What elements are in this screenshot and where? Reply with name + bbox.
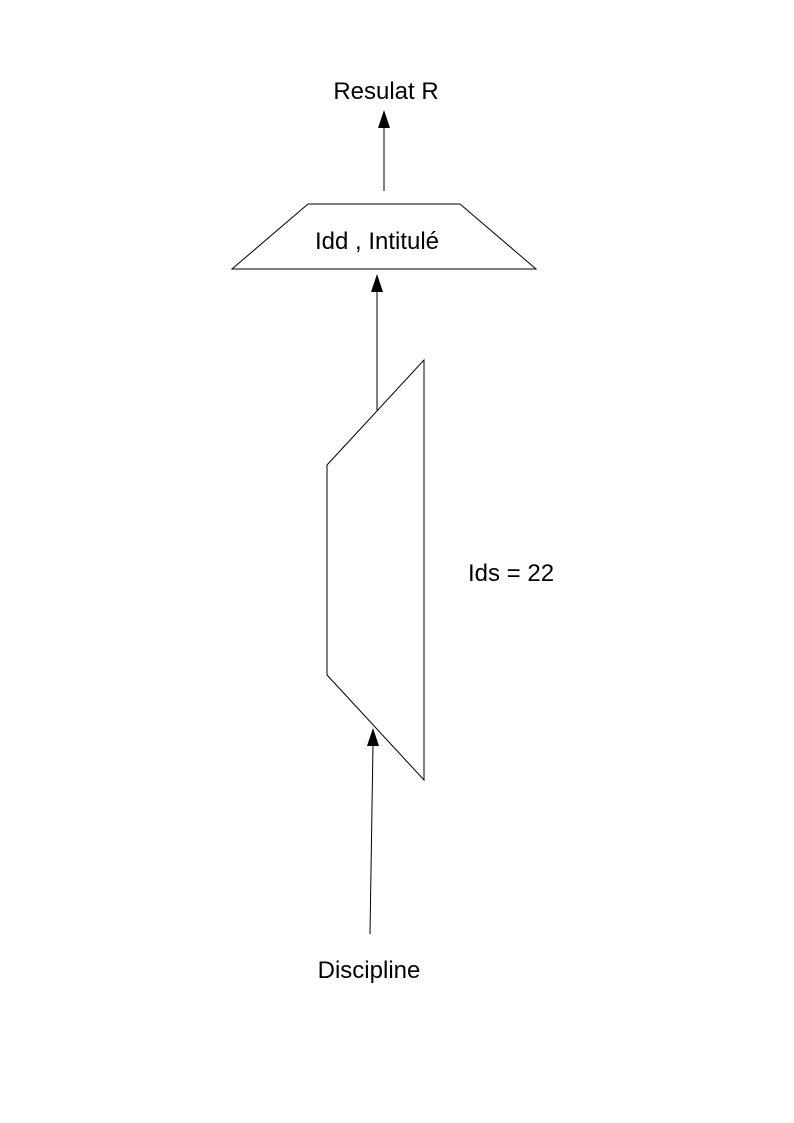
selection-node xyxy=(326,358,425,782)
arrowhead-selection xyxy=(367,728,379,746)
result-label: Resulat R xyxy=(333,78,438,105)
arrowhead-projection xyxy=(371,274,383,292)
arrowhead-result xyxy=(378,110,390,128)
arrow-source-to-selection xyxy=(369,743,374,935)
projection-node xyxy=(230,203,538,270)
source-label: Discipline xyxy=(318,957,421,984)
projection-label: Idd , Intitulé xyxy=(315,228,439,255)
selection-label: Ids = 22 xyxy=(468,560,554,587)
